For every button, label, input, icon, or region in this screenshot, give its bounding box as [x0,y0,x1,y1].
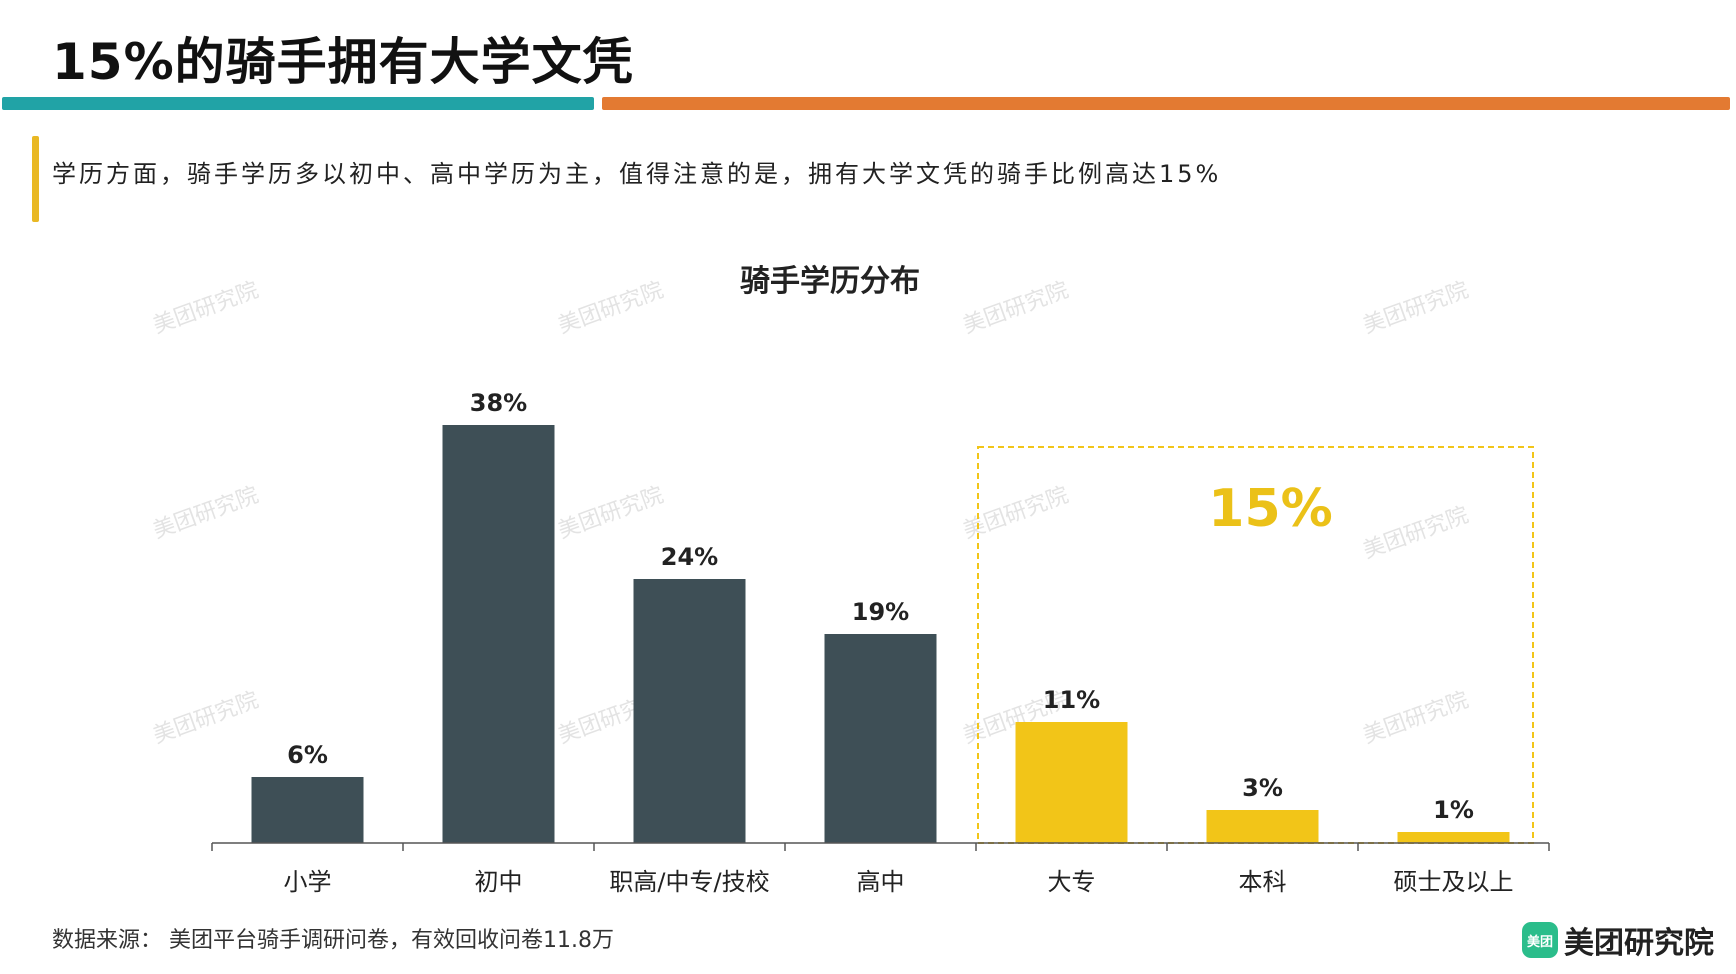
category-tick-label: 大专 [1048,868,1096,896]
data-source-note: 数据来源： 美团平台骑手调研问卷，有效回收问卷11.8万 [52,928,614,953]
highlight-total-label: 15% [1208,479,1332,539]
category-tick-label: 高中 [857,868,905,896]
category-tick-label: 小学 [284,868,332,896]
brand-icon: 美团 [1522,922,1558,958]
bar [824,634,937,843]
brand-logo: 美团 美团研究院 [1522,918,1714,962]
highlight-box [977,446,1534,844]
data-label: 38% [470,389,527,417]
category-tick-label: 硕士及以上 [1394,868,1514,896]
data-label: 11% [1043,686,1100,714]
data-label: 6% [287,741,328,769]
data-label: 1% [1433,796,1474,824]
category-tick-label: 职高/中专/技校 [609,868,769,896]
category-tick-label: 本科 [1239,868,1287,896]
category-tick-label: 初中 [475,868,523,896]
header-divider-orange [602,97,1730,110]
header-divider-teal [2,97,594,110]
subtitle-accent-line [32,136,39,222]
subtitle-text: 学历方面，骑手学历多以初中、高中学历为主，值得注意的是，拥有大学文凭的骑手比例高… [52,160,1222,188]
bar [633,579,746,843]
bar [1397,832,1510,843]
brand-name: 美团研究院 [1564,926,1714,961]
data-label: 19% [852,598,909,626]
bar [1206,810,1319,843]
chart-title: 骑手学历分布 [740,264,920,299]
bar [1015,722,1128,843]
bar [442,425,555,843]
page-title: 15%的骑手拥有大学文凭 [52,33,634,91]
data-label: 3% [1242,774,1283,802]
data-label: 24% [661,543,718,571]
bar [251,777,364,843]
